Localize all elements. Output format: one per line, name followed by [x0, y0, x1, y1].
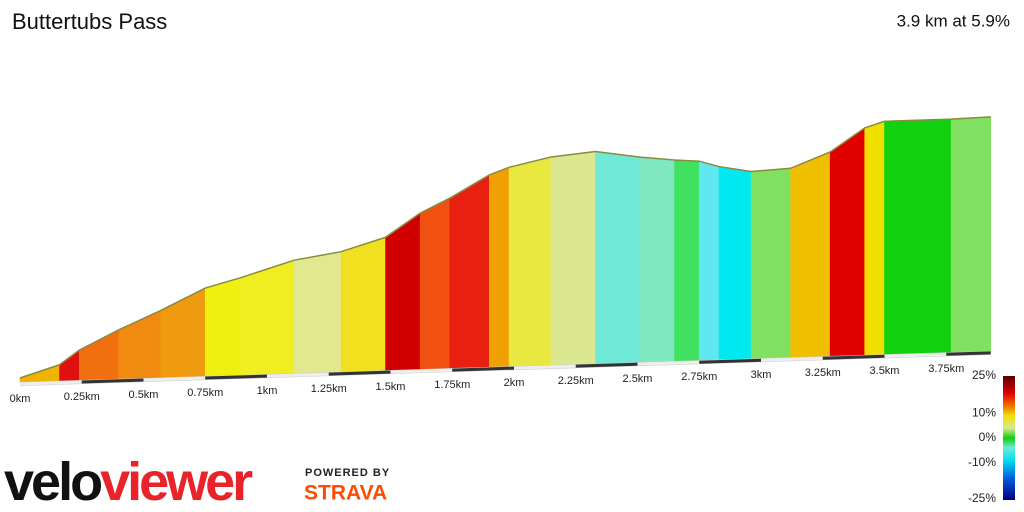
x-tick-label: 1km [257, 385, 278, 397]
gradient-strip [864, 120, 885, 357]
profile-line [19, 116, 991, 379]
tick-segment [822, 354, 885, 360]
tick-segment [266, 372, 329, 378]
gradient-strip [884, 118, 952, 356]
tick-segment [575, 362, 638, 368]
gradient-strip [595, 151, 641, 365]
gradient-strip [718, 166, 752, 361]
x-tick-label: 1.25km [311, 383, 347, 395]
logo: veloviewer [4, 452, 253, 512]
logo-viewer: viewer [100, 452, 253, 512]
gradient-strip [829, 127, 866, 358]
colorbar-label: -10% [968, 455, 996, 469]
logo-velo: velo [4, 452, 101, 512]
x-tick-label: 2.75km [681, 371, 717, 383]
tick-segment [452, 366, 515, 372]
colorbar [1003, 376, 1015, 500]
gradient-strip [950, 116, 992, 354]
x-tick-label: 2.5km [623, 373, 653, 385]
tick-segment [19, 380, 82, 386]
gradient-strip [790, 151, 831, 359]
x-tick-label: 0.75km [187, 387, 223, 399]
tick-segment [699, 358, 762, 364]
gradient-strip [340, 236, 386, 374]
x-tick-label: 3.5km [870, 365, 900, 377]
tick-segment [390, 368, 453, 374]
gradient-strip [239, 259, 295, 377]
tick-segment [946, 351, 991, 356]
gradient-strip [550, 151, 596, 367]
x-tick-label: 0km [10, 393, 31, 405]
gradient-strip [385, 212, 421, 372]
gradient-strip [293, 251, 342, 375]
x-tick-label: 2.25km [558, 375, 594, 387]
colorbar-label: -25% [968, 491, 996, 505]
x-tick-label: 0.25km [64, 391, 100, 403]
x-tick-label: 1.75km [434, 379, 470, 391]
tick-segment [143, 376, 206, 382]
gradient-strip [698, 160, 720, 362]
chart-subtitle: 3.9 km at 5.9% [897, 11, 1010, 30]
chart-title: Buttertubs Pass [12, 9, 167, 34]
gradient-strip [419, 197, 451, 371]
tick-segment [328, 370, 391, 376]
x-tick-label: 1.5km [376, 381, 406, 393]
gradient-strip [160, 287, 206, 379]
gradient-strip [488, 166, 510, 369]
colorbar-label: 10% [972, 405, 996, 419]
gradient-strip [59, 349, 80, 383]
colorbar-label: 25% [972, 368, 996, 382]
gradient-strip [449, 174, 490, 370]
tick-segment [760, 356, 823, 362]
tick-segment [637, 360, 700, 366]
tick-segment [81, 378, 144, 384]
strava-logo: STRAVA [304, 482, 387, 505]
gradient-strip [78, 329, 120, 382]
gradient-strip [204, 277, 241, 378]
gradient-strip [639, 156, 675, 364]
x-tick-label: 0.5km [129, 389, 159, 401]
tick-segment [205, 374, 268, 380]
x-tick-label: 3km [751, 369, 772, 381]
gradient-strip [508, 156, 552, 368]
x-tick-label: 3.25km [805, 367, 841, 379]
x-tick-label: 3.75km [928, 363, 964, 375]
colorbar-label: 0% [979, 430, 997, 444]
tick-segment [513, 364, 576, 370]
x-tick-label: 2km [504, 377, 525, 389]
powered-by: POWERED BY [305, 467, 390, 479]
tick-segment [884, 352, 947, 358]
gradient-strip [750, 167, 791, 360]
gradient-strip [674, 159, 700, 363]
